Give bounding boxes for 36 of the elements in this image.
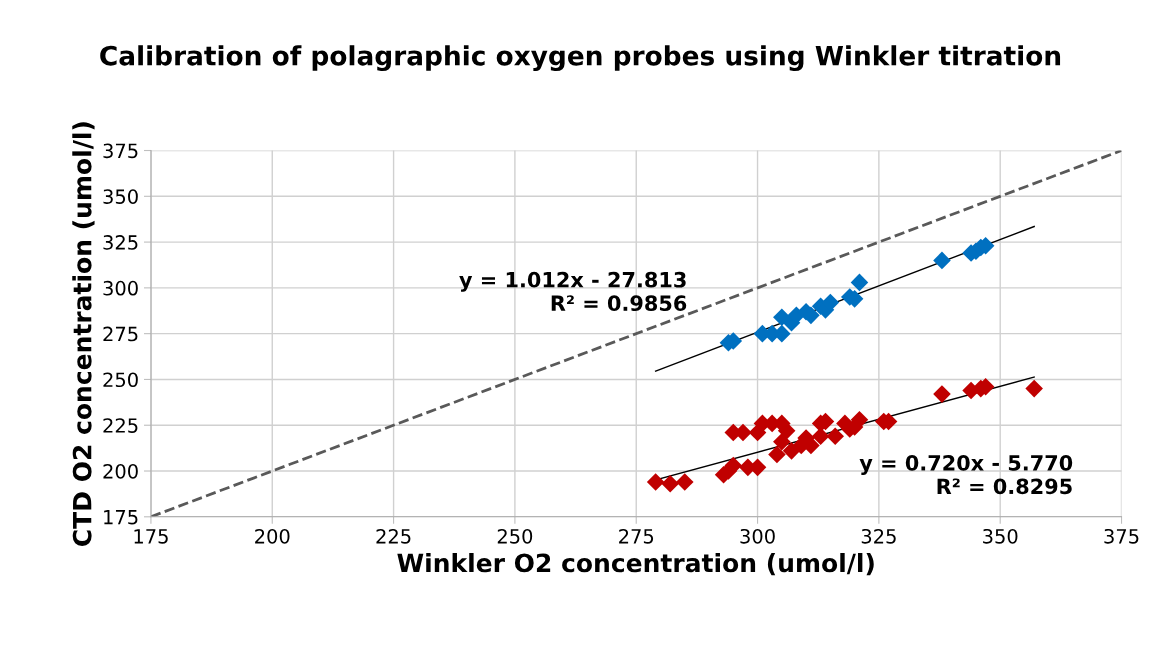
point — [724, 456, 743, 475]
chart-title: Calibration of polagraphic oxygen probes using Winkler titration — [100, 45, 1061, 71]
x-tick-label: 300 — [740, 528, 775, 544]
annotation: y = 0.720x - 5.770 R² = 0.8295 — [859, 454, 1073, 495]
x-tick-label: 325 — [861, 528, 896, 544]
y-tick-label: 275 — [103, 326, 138, 342]
x-tick-label: 350 — [983, 528, 1018, 544]
y-tick-label: 350 — [103, 189, 138, 204]
x-tick-label: 225 — [376, 528, 411, 544]
y-tick-label: 250 — [103, 372, 138, 388]
point — [661, 475, 679, 493]
point — [768, 445, 786, 464]
x-tick-label: 200 — [255, 528, 290, 544]
y-tick-label: 200 — [103, 463, 138, 479]
point — [850, 273, 869, 292]
point — [675, 473, 694, 491]
y-tick-label: 325 — [103, 235, 138, 250]
point — [646, 473, 665, 491]
y-tick-label: 300 — [103, 280, 138, 296]
point — [933, 385, 951, 403]
point — [773, 432, 791, 451]
point — [933, 251, 951, 270]
y-tick-label: 375 — [103, 143, 138, 159]
annotation: y = 1.012x - 27.813 R² = 0.9856 — [459, 271, 687, 312]
y-tick-label: 225 — [103, 418, 138, 433]
x-tick-label: 250 — [497, 528, 533, 544]
point — [811, 427, 830, 445]
y-axis-title: CTD O2 concentration (umol/l) — [72, 122, 95, 546]
point — [1025, 379, 1043, 398]
x-tick-label: 275 — [619, 528, 654, 544]
point — [826, 427, 844, 445]
x-tick-label: 375 — [1104, 528, 1139, 544]
point — [782, 442, 801, 460]
x-axis-title: Winkler O2 concentration (umol/l) — [397, 552, 874, 576]
x-tick-label: 175 — [134, 529, 168, 544]
y-tick-label: 175 — [104, 510, 138, 525]
